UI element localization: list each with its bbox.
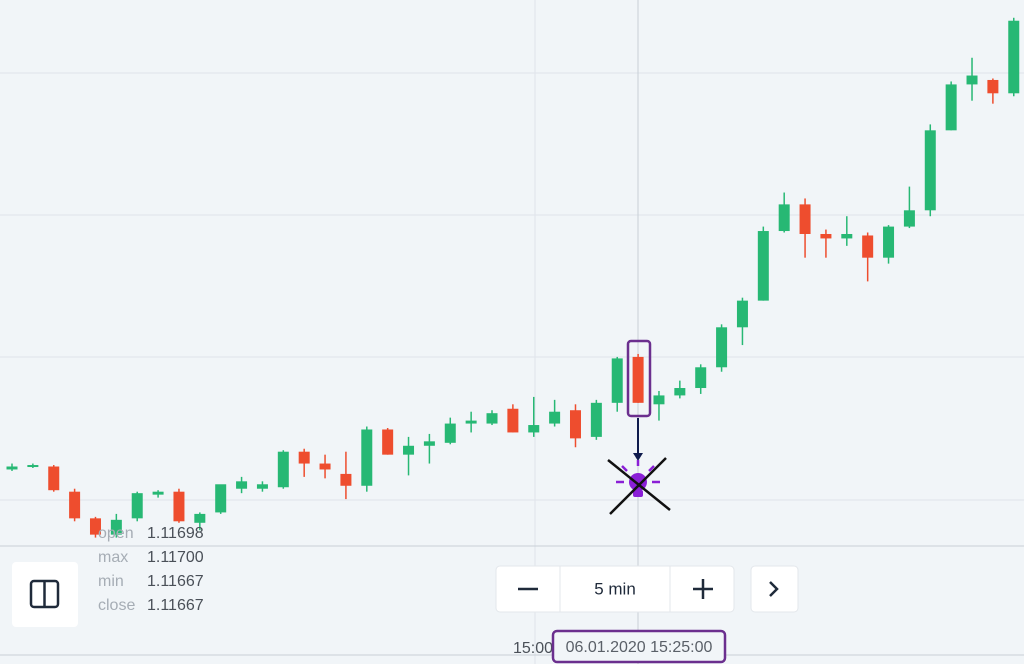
next-button[interactable] xyxy=(750,565,799,613)
candle-body xyxy=(987,79,999,94)
candle-body xyxy=(695,367,707,389)
candle-body xyxy=(716,327,728,368)
candle-body xyxy=(486,413,498,424)
candle-body xyxy=(778,204,790,232)
cursor-time-box xyxy=(551,629,727,664)
candle-body xyxy=(236,481,248,489)
candle-body xyxy=(903,210,915,227)
info-value: 1.11667 xyxy=(147,597,204,614)
candle-body xyxy=(883,226,895,258)
candle-body xyxy=(173,491,185,522)
candle-body xyxy=(799,204,811,234)
info-value: 1.11667 xyxy=(147,573,204,590)
candle-body xyxy=(152,491,164,495)
info-panel: open 1.11698 max 1.11700 min 1.11667 clo… xyxy=(98,525,204,614)
candle-body xyxy=(319,463,331,470)
candle-body xyxy=(48,466,60,491)
candle-body xyxy=(862,235,874,258)
highlight-box xyxy=(626,339,652,418)
candle-body xyxy=(277,451,289,488)
candle-body xyxy=(6,466,18,470)
candle-body xyxy=(674,388,686,396)
cursor-time: 06.01.2020 15:25:00 xyxy=(566,639,713,656)
candle-body xyxy=(966,75,978,85)
arrow-head xyxy=(633,453,643,461)
candle-body xyxy=(215,484,227,513)
info-value: 1.11700 xyxy=(147,549,204,566)
candle-body xyxy=(569,410,581,439)
candle-body xyxy=(465,420,477,424)
candle-body xyxy=(841,233,853,239)
candle-body xyxy=(528,425,540,433)
interval-label: 5 min xyxy=(594,579,636,598)
candles xyxy=(6,17,1020,538)
info-label: open xyxy=(98,525,134,542)
candle-body xyxy=(69,491,81,519)
candle-body xyxy=(403,445,415,455)
candle-body xyxy=(924,130,936,211)
info-label: min xyxy=(98,573,124,590)
candle-body xyxy=(382,429,394,455)
candle-body xyxy=(945,84,957,131)
info-label: max xyxy=(98,549,128,566)
candle-body xyxy=(194,513,206,523)
candle-body xyxy=(507,408,519,433)
candle-body xyxy=(549,411,561,424)
candle-body xyxy=(110,519,122,535)
info-label: close xyxy=(98,597,135,614)
candle-body xyxy=(361,429,373,486)
candle-body xyxy=(298,451,310,464)
candle-body xyxy=(611,358,623,403)
candle-body xyxy=(820,233,832,239)
candle-body xyxy=(256,484,268,489)
candle-body xyxy=(590,402,602,437)
time-axis-label: 15:00 xyxy=(513,640,553,657)
candle-body xyxy=(27,465,39,468)
candle-body xyxy=(1008,20,1020,94)
candle-body xyxy=(131,493,143,519)
candle-body xyxy=(423,441,435,446)
interval-control: 5 min xyxy=(495,565,735,613)
candle-body xyxy=(340,473,352,486)
candle-body xyxy=(736,300,748,328)
candle-body xyxy=(444,423,456,443)
info-value: 1.11698 xyxy=(147,525,204,542)
lightbulb-icon xyxy=(607,457,671,515)
candle-body xyxy=(757,231,769,301)
candle-body xyxy=(89,518,101,535)
plus-button[interactable] xyxy=(693,579,713,599)
layout-button[interactable] xyxy=(12,562,78,627)
candle-body xyxy=(632,356,644,403)
candle-body xyxy=(653,395,665,405)
